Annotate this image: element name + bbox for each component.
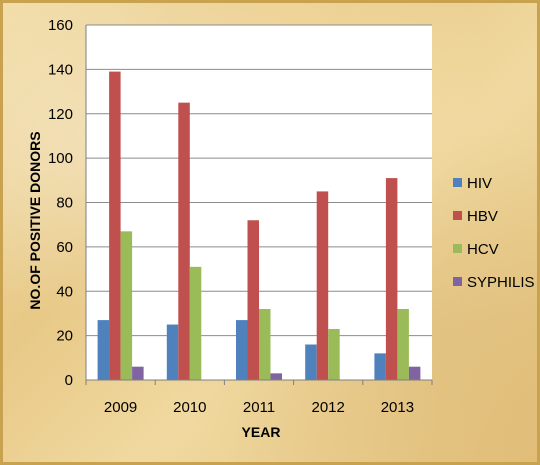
x-tick-label: 2013 — [381, 399, 414, 416]
legend-swatch-syphilis — [453, 277, 462, 286]
y-tick-label: 0 — [65, 372, 73, 389]
bars — [97, 71, 421, 380]
legend-label-hiv: HIV — [467, 175, 492, 192]
bar-hiv-2013 — [374, 353, 386, 380]
y-tick-label: 80 — [56, 195, 73, 212]
legend-swatch-hiv — [453, 178, 462, 187]
y-tick-label: 120 — [48, 106, 73, 123]
bar-syphilis-2011 — [270, 373, 282, 380]
bar-hcv-2009 — [120, 231, 133, 380]
x-axis-title: YEAR — [242, 424, 281, 440]
bar-hbv-2012 — [316, 191, 329, 380]
y-tick-label: 60 — [56, 239, 73, 256]
y-tick-labels: 0 20 40 60 80 100 120 140 160 — [48, 17, 73, 389]
bar-hbv-2011 — [247, 220, 259, 380]
bar-hbv-2010 — [178, 102, 190, 380]
bar-hiv-2009 — [97, 320, 110, 380]
legend-label-hbv: HBV — [467, 208, 498, 225]
x-tick-label: 2009 — [104, 399, 137, 416]
legend-swatch-hbv — [453, 211, 462, 220]
y-axis-title: NO.OF POSITIVE DONORS — [27, 131, 43, 309]
y-tick-label: 160 — [48, 17, 73, 34]
bar-hbv-2009 — [109, 71, 121, 380]
x-tick-labels: 2009 2010 2011 2012 2013 — [104, 399, 414, 416]
x-tick-label: 2012 — [312, 399, 345, 416]
x-tick-label: 2011 — [243, 399, 275, 416]
legend-swatch-hcv — [453, 244, 462, 253]
bar-hcv-2011 — [259, 309, 271, 380]
bar-syphilis-2009 — [132, 366, 144, 380]
legend: HIV HBV HCV SYPHILIS — [453, 175, 535, 291]
bar-hcv-2013 — [397, 309, 409, 380]
bar-hiv-2010 — [166, 324, 179, 380]
bar-syphilis-2013 — [408, 366, 421, 380]
y-tick-label: 140 — [48, 61, 73, 78]
y-tick-label: 20 — [56, 328, 73, 345]
bar-hbv-2013 — [385, 178, 398, 380]
axes — [85, 25, 433, 385]
legend-label-hcv: HCV — [467, 241, 499, 258]
x-tick-label: 2010 — [173, 399, 206, 416]
bar-hiv-2011 — [236, 320, 248, 380]
y-tick-label: 40 — [56, 283, 73, 300]
bar-hiv-2012 — [305, 344, 317, 380]
bar-hcv-2010 — [189, 266, 202, 380]
y-tick-label: 100 — [48, 150, 73, 167]
legend-label-syphilis: SYPHILIS — [467, 274, 535, 291]
bar-hcv-2012 — [328, 328, 340, 380]
